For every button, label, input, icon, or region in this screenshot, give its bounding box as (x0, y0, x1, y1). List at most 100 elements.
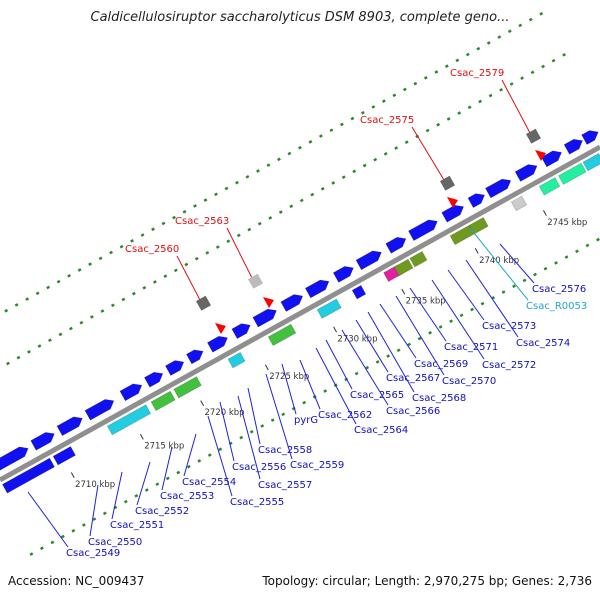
gene-label[interactable]: Csac_2564 (354, 425, 408, 436)
inner-tick-dots (123, 499, 128, 504)
gene-label[interactable]: Csac_2568 (412, 393, 466, 404)
scale-tick (543, 210, 547, 216)
scale-tick (70, 472, 75, 478)
gene-label[interactable]: Csac_2555 (230, 497, 284, 508)
highlighted-gene-label[interactable]: Csac_2579 (450, 68, 504, 79)
gene-label[interactable]: Csac_R0053 (526, 301, 587, 312)
inner-gene-4[interactable] (150, 390, 176, 412)
mid-tick-dots (509, 82, 514, 86)
forward-gene-12[interactable] (304, 277, 331, 299)
inner-tick-dots (407, 342, 412, 347)
forward-gene-3[interactable] (84, 396, 117, 421)
inner-gene-17[interactable] (558, 162, 587, 185)
inner-gene-7-shape (267, 323, 297, 347)
inner-tick-dots (543, 266, 548, 271)
forward-gene-22[interactable] (563, 136, 585, 155)
inner-gene-6[interactable] (227, 351, 246, 369)
forward-gene-7[interactable] (185, 346, 205, 365)
inner-gene-0[interactable] (2, 469, 34, 494)
gene-label[interactable]: Csac_2556 (232, 462, 286, 473)
forward-gene-4[interactable] (119, 380, 145, 402)
forward-gene-0[interactable] (0, 444, 31, 473)
highlighted-gene-label[interactable]: Csac_2563 (175, 216, 229, 227)
inner-gene-3[interactable] (106, 404, 152, 436)
gene-label[interactable]: Csac_2569 (414, 359, 468, 370)
inner-gene-2[interactable] (52, 446, 76, 466)
inner-tick-dots (39, 546, 44, 551)
gene-label[interactable]: Csac_2576 (532, 284, 586, 295)
gene-label[interactable]: Csac_2567 (386, 373, 440, 384)
gene-label[interactable]: Csac_2570 (442, 376, 496, 387)
highlight-marker-icon (215, 323, 226, 334)
highlighted-gene-feature[interactable] (248, 273, 263, 289)
forward-gene-0-shape (0, 446, 29, 473)
inner-gene-16[interactable] (538, 177, 561, 196)
gene-label[interactable]: Csac_2566 (386, 406, 440, 417)
forward-gene-13[interactable] (332, 263, 356, 283)
forward-gene-16[interactable] (408, 216, 440, 242)
forward-gene-19[interactable] (485, 176, 513, 199)
gene-label[interactable]: Csac_2565 (350, 390, 404, 401)
gene-label[interactable]: Csac_2551 (110, 520, 164, 531)
inner-gene-16-shape (538, 177, 561, 196)
inner-gene-1[interactable] (28, 457, 55, 479)
highlighted-gene-feature[interactable] (196, 295, 211, 311)
forward-gene-6[interactable] (165, 357, 186, 376)
forward-gene-11[interactable] (280, 291, 306, 312)
inner-gene-5[interactable] (173, 376, 202, 399)
gene-label[interactable]: Csac_2559 (290, 460, 344, 471)
highlighted-gene-feature[interactable] (440, 175, 455, 191)
gene-label[interactable]: pyrG (294, 415, 318, 426)
mid-tick-dots (79, 320, 84, 325)
highlighted-gene-feature[interactable] (526, 128, 541, 144)
inner-gene-15[interactable] (510, 195, 528, 212)
inner-gene-8-shape (316, 298, 342, 319)
mid-tick-dots (520, 76, 525, 80)
forward-gene-14[interactable] (355, 247, 384, 271)
forward-gene-20[interactable] (514, 161, 540, 182)
mid-tick-dots (48, 338, 52, 343)
forward-gene-21[interactable] (540, 148, 564, 168)
forward-gene-9[interactable] (231, 320, 253, 340)
mid-tick-dots (425, 128, 430, 133)
highlighted-gene-label[interactable]: Csac_2575 (360, 115, 414, 126)
inner-gene-12[interactable] (409, 251, 428, 268)
outer-tick-dots (25, 297, 30, 301)
inner-gene-4-shape (150, 390, 176, 412)
forward-gene-14-shape (355, 250, 382, 271)
inner-gene-18[interactable] (582, 153, 600, 172)
gene-label[interactable]: Csac_2550 (88, 537, 142, 548)
inner-gene-9[interactable] (351, 285, 367, 300)
forward-gene-15[interactable] (385, 234, 409, 254)
inner-gene-11[interactable] (393, 258, 414, 277)
forward-gene-8[interactable] (206, 333, 230, 353)
forward-gene-1[interactable] (30, 429, 57, 451)
gene-label[interactable]: Csac_2554 (182, 477, 236, 488)
gene-label[interactable]: Csac_2552 (135, 506, 189, 517)
gene-label[interactable]: Csac_2553 (160, 491, 214, 502)
inner-tick-dots (260, 424, 265, 428)
forward-gene-18[interactable] (467, 190, 487, 209)
inner-gene-7[interactable] (267, 323, 297, 347)
gene-label[interactable]: Csac_2573 (482, 321, 536, 332)
forward-gene-23[interactable] (581, 127, 600, 145)
forward-gene-2[interactable] (56, 413, 85, 437)
gene-label[interactable]: Csac_2571 (444, 342, 498, 353)
forward-gene-10[interactable] (252, 306, 279, 328)
outer-tick-dots (308, 140, 313, 144)
mid-tick-dots (383, 152, 388, 156)
gene-label[interactable]: Csac_2557 (258, 480, 312, 491)
inner-gene-8[interactable] (316, 298, 342, 319)
gene-label[interactable]: Csac_2558 (258, 445, 312, 456)
inner-tick-dots (470, 307, 474, 312)
inner-tick-dots (81, 523, 86, 527)
forward-gene-5[interactable] (144, 369, 165, 388)
gene-label-leader (136, 461, 151, 506)
gene-label[interactable]: Csac_2562 (318, 410, 372, 421)
gene-label[interactable]: Csac_2574 (516, 338, 570, 349)
accession-text: Accession: NC_009437 (8, 574, 145, 588)
highlighted-gene-label[interactable]: Csac_2560 (125, 244, 179, 255)
gene-label[interactable]: Csac_2549 (66, 548, 120, 559)
gene-label[interactable]: Csac_2572 (482, 360, 536, 371)
